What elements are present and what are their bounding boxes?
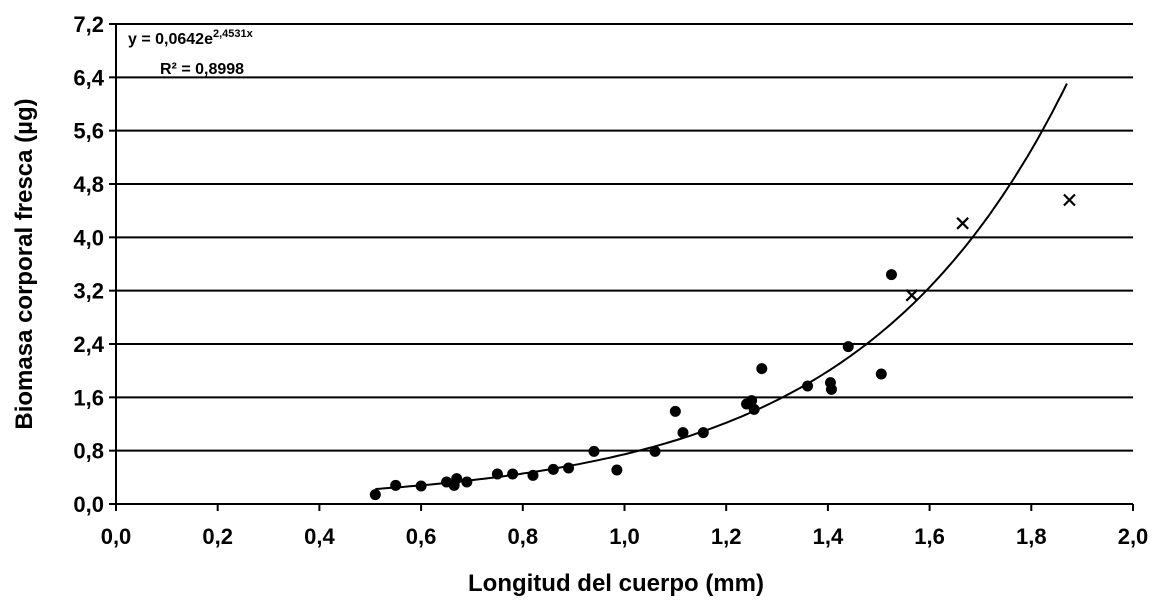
y-tick-label: 6,4 (73, 65, 104, 90)
cross-stroke (956, 217, 969, 230)
y-tick-label: 4,0 (73, 225, 104, 250)
data-point (842, 341, 854, 353)
data-point (547, 463, 559, 475)
data-point-cross (956, 217, 969, 230)
data-point (415, 480, 427, 492)
x-tick-label: 1,6 (914, 524, 945, 549)
x-axis-title: Longitud del cuerpo (mm) (468, 570, 764, 597)
x-tick-label: 0,2 (202, 524, 233, 549)
x-tick-label: 0,0 (101, 524, 132, 549)
y-tick-label: 0,8 (73, 439, 104, 464)
data-point (390, 479, 402, 491)
x-tick-label: 2,0 (1118, 524, 1149, 549)
trend-equation: y = 0,0642e2,4531x (128, 28, 254, 48)
data-point (802, 380, 814, 392)
y-axis-title: Biomasa corporal fresca (µg) (11, 98, 38, 429)
cross-stroke (1063, 193, 1076, 207)
data-point (451, 473, 463, 485)
data-point (563, 462, 575, 474)
data-point (491, 468, 503, 480)
data-point (669, 405, 681, 417)
y-tick-label: 0,0 (73, 492, 104, 517)
gridlines (116, 23, 1133, 452)
x-tick-label: 0,6 (406, 524, 437, 549)
x-tick-label: 0,4 (304, 524, 335, 549)
y-tick-label: 1,6 (73, 385, 104, 410)
data-point-cross (905, 289, 919, 302)
trendline (375, 83, 1068, 490)
y-tick-label: 7,2 (73, 12, 104, 37)
cross-stroke (905, 289, 919, 302)
data-point (748, 403, 760, 415)
data-point (875, 368, 887, 380)
trend-equation-prefix: y = 0,0642e (128, 31, 213, 48)
x-tick-label: 0,8 (508, 524, 539, 549)
y-tick-label: 5,6 (73, 119, 104, 144)
y-tick-label: 2,4 (73, 332, 104, 357)
data-point (697, 427, 709, 439)
x-axis-ticks: 0,0 0,2 0,4 0,6 0,8 1,0 1,2 1,4 1,6 1,8 2,0 (101, 504, 1149, 549)
data-point-cross (1063, 193, 1076, 207)
data-point (611, 464, 623, 476)
y-tick-label: 3,2 (73, 279, 104, 304)
data-point (756, 363, 768, 375)
x-tick-label: 1,0 (609, 524, 640, 549)
data-point (527, 469, 539, 481)
data-point (507, 468, 519, 480)
data-point (369, 489, 381, 501)
x-tick-label: 1,4 (813, 524, 844, 549)
data-point (677, 427, 689, 439)
y-axis-ticks: 0,0 0,8 1,6 2,4 3,2 4,0 4,8 5,6 6,4 7,2 (73, 12, 116, 517)
trend-equation-exponent: 2,4531x (213, 28, 254, 40)
y-tick-label: 4,8 (73, 172, 104, 197)
data-point (588, 445, 600, 457)
data-point (825, 383, 837, 395)
data-point (746, 395, 758, 407)
data-point (885, 269, 897, 281)
data-point (649, 445, 661, 457)
x-tick-label: 1,2 (711, 524, 742, 549)
data-point (461, 476, 473, 488)
x-tick-label: 1,8 (1016, 524, 1047, 549)
r-squared: R² = 0,8998 (160, 61, 244, 78)
data-points (369, 193, 1076, 501)
